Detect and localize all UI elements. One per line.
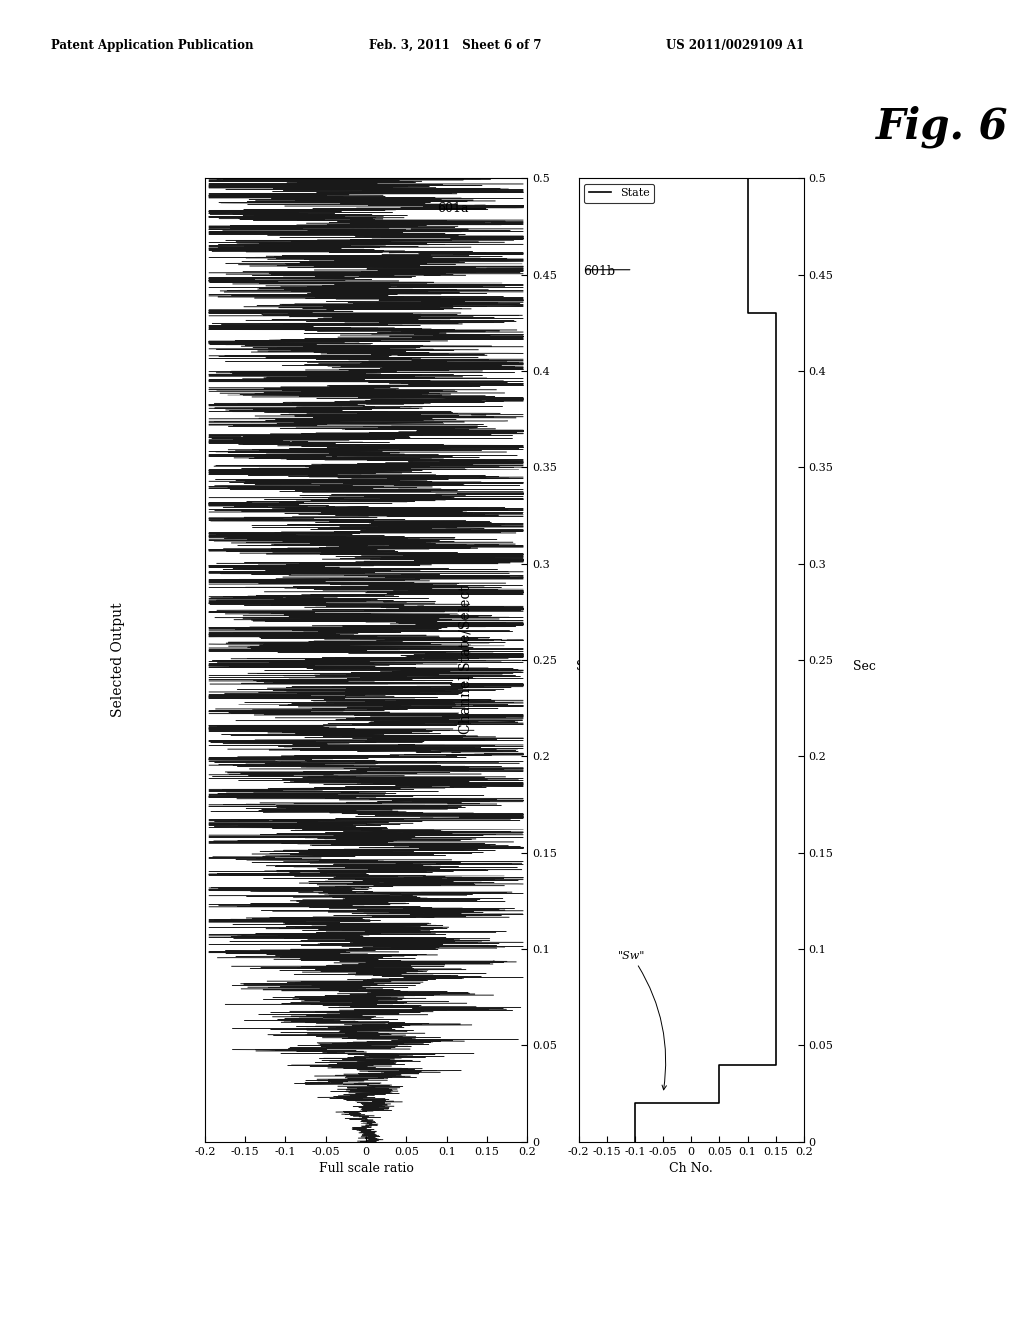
Text: Fig. 6: Fig. 6 xyxy=(876,106,1008,148)
Text: Patent Application Publication: Patent Application Publication xyxy=(51,38,254,51)
Text: US 2011/0029109 A1: US 2011/0029109 A1 xyxy=(666,38,804,51)
Legend: State: State xyxy=(584,183,654,203)
Text: Channel State/Select: Channel State/Select xyxy=(459,586,473,734)
X-axis label: Ch No.: Ch No. xyxy=(670,1162,713,1175)
Text: Selected Output: Selected Output xyxy=(111,603,125,717)
Y-axis label: Sec: Sec xyxy=(577,660,599,673)
Y-axis label: Sec: Sec xyxy=(853,660,876,673)
X-axis label: Full scale ratio: Full scale ratio xyxy=(318,1162,414,1175)
Text: Feb. 3, 2011   Sheet 6 of 7: Feb. 3, 2011 Sheet 6 of 7 xyxy=(369,38,541,51)
Text: 601a: 601a xyxy=(437,202,469,215)
Text: 601b: 601b xyxy=(583,265,615,279)
Text: "Sw": "Sw" xyxy=(617,950,667,1090)
